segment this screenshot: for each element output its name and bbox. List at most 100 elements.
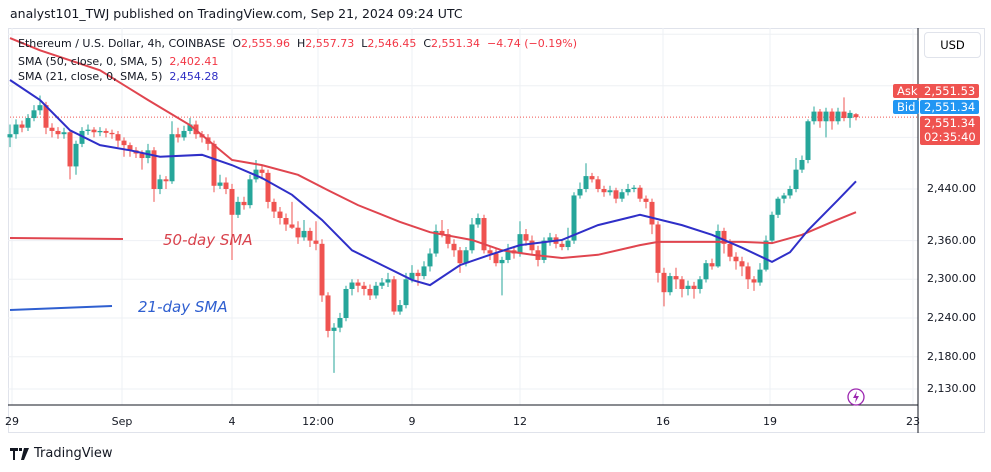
candle [817,109,823,128]
candle-body [151,150,157,189]
candle-body [817,111,823,122]
candle [163,176,169,189]
candle-body [853,114,859,118]
candle [55,127,61,139]
candle [103,128,109,138]
sma21-legend[interactable]: SMA (21, close, 0, SMA, 5) 2,454.28 [18,70,218,83]
candle-body [313,240,319,244]
time-tick: 4 [228,415,236,428]
sma50-annotation-line [9,237,124,240]
candle [673,267,679,289]
candle-body [649,201,655,225]
candle-body [505,250,511,260]
candle [391,276,397,315]
candle-body [787,189,793,196]
candle-body [415,272,421,277]
last-price: 2,551.34 [924,116,976,130]
candle [715,224,721,268]
candle [67,129,73,180]
candle-body [343,288,349,318]
candle-body [79,130,85,144]
candle [703,259,709,283]
candle [289,201,295,229]
candle [175,127,181,143]
sma50-label: SMA (50, close, 0, SMA, 5) [18,55,163,68]
candle-body [619,192,625,199]
candle [607,185,613,196]
candle [445,228,451,249]
candle-body [373,285,379,296]
candle-body [541,240,547,260]
bar-countdown: 02:35:40 [924,130,976,144]
candle [331,323,337,373]
candle-body [823,111,829,122]
candle-body [403,279,409,306]
candle [433,224,439,257]
candle-body [139,153,145,159]
candle [619,189,625,202]
lightning-icon[interactable] [847,388,865,406]
candle [313,221,319,251]
candle [49,123,55,138]
sma50-legend[interactable]: SMA (50, close, 0, SMA, 5) 2,402.41 [18,55,218,68]
candle-body [493,253,499,264]
candle-body [667,276,673,293]
candle [235,196,241,219]
candle [595,176,601,193]
candle-body [187,124,193,131]
candle-body [277,211,283,219]
candle-body [655,224,661,273]
candle [355,279,361,293]
candle-body [847,112,853,119]
candle-body [829,111,835,122]
candle-body [457,250,463,264]
candle-body [703,263,709,280]
candle [271,198,277,219]
publish-info: analyst101_TWJ published on TradingView.… [10,6,463,21]
tradingview-logo[interactable]: TradingView [10,446,113,461]
candle [739,256,745,277]
price-tick: 2,440.00 [927,182,976,195]
candle [427,248,433,272]
candle-body [523,234,529,241]
time-tick: Sep [111,415,133,428]
candle-body [427,253,433,267]
candle [457,247,463,273]
bid-price: 2,551.34 [920,100,980,114]
candle [589,172,595,183]
candle [847,110,853,128]
candle [781,192,787,204]
candle-body [841,111,847,119]
candle-body [559,243,565,248]
candle [415,269,421,286]
candle [745,262,751,289]
candle [805,119,811,164]
candle-body [127,145,133,151]
candle-body [349,282,355,289]
candle [679,276,685,298]
candle [115,130,121,148]
candle-body [679,279,685,289]
change-value: −4.74 (−0.19%) [487,37,577,50]
candle [835,107,841,125]
time-tick: 16 [656,415,670,428]
candle-body [61,132,67,135]
candle-body [331,327,337,331]
symbol-legend[interactable]: Ethereum / U.S. Dollar, 4h, COINBASE O2,… [18,37,577,50]
candle-body [715,230,721,267]
candle [283,213,289,231]
candle [379,278,385,289]
candle-body [73,143,79,167]
time-tick: 12:00 [302,415,334,428]
sma21-value: 2,454.28 [169,70,219,83]
candle [577,182,583,199]
candle [763,235,769,272]
sma50-annotation: 50-day SMA [163,231,253,249]
candle-body [739,261,745,267]
candle-body [265,172,271,202]
currency-button[interactable]: USD [924,32,981,58]
candle [229,183,235,260]
candle [37,95,43,115]
candle [73,140,79,175]
